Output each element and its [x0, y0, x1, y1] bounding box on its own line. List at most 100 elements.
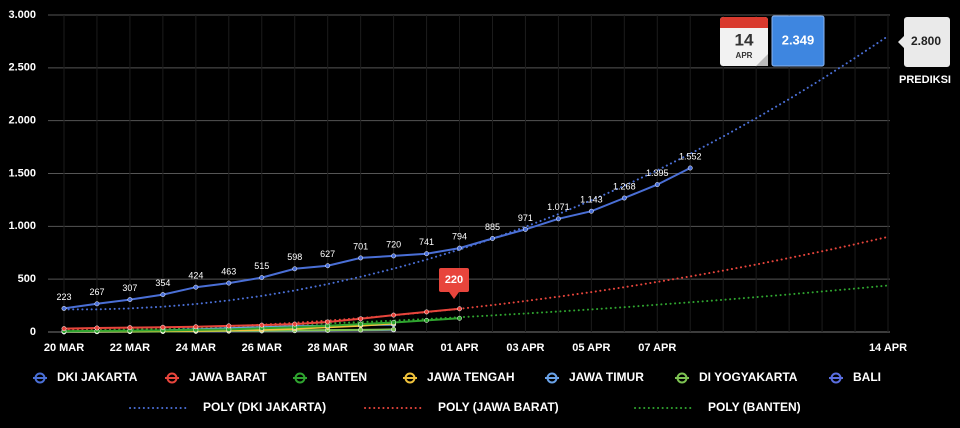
data-point: [259, 275, 265, 281]
data-label: 307: [122, 283, 137, 293]
data-point: [391, 326, 397, 332]
data-point: [193, 324, 199, 330]
data-point: [588, 208, 594, 214]
data-label: 701: [353, 241, 368, 251]
prediction-label: PREDIKSI: [899, 74, 951, 86]
calendar-day: 14: [735, 30, 754, 49]
data-label: 971: [518, 213, 533, 223]
legend-label: DI YOGYAKARTA: [699, 370, 798, 384]
legend-label: JAWA BARAT: [189, 370, 268, 384]
x-tick-label: 30 MAR: [373, 342, 413, 354]
calendar-fold: [756, 54, 768, 66]
data-point: [193, 284, 199, 290]
prediction-value: 2.800: [911, 34, 941, 48]
data-point: [391, 320, 397, 325]
callout-prediction: 2.800 PREDIKSI: [898, 17, 951, 86]
data-point: [621, 195, 627, 201]
grid: 0 500 1.000 1.500 2.000 2.500 3.000 20 MAR 22 MA…: [8, 9, 907, 354]
x-tick-label: 20 MAR: [44, 342, 84, 354]
data-point: [391, 253, 397, 259]
x-tick-label: 01 APR: [440, 342, 478, 354]
data-point: [259, 322, 265, 328]
legend-marker: [404, 372, 416, 384]
data-label: 424: [188, 271, 203, 281]
legend-marker: [294, 372, 306, 384]
plot-area: 223 267 307 354 424 463 515 598 627 701 720 741 794 8…: [56, 35, 889, 335]
calendar-icon: 14 APR: [720, 17, 768, 66]
data-point: [292, 266, 298, 272]
y-tick-label: 0: [30, 326, 36, 338]
data-label: 1.143: [580, 195, 603, 205]
legend-marker: [546, 372, 558, 384]
y-tick-label: 500: [18, 273, 36, 285]
calendar-month: APR: [736, 51, 753, 60]
data-label: 627: [320, 249, 335, 259]
callout-pointer: [449, 292, 459, 299]
data-label: 885: [485, 222, 500, 232]
data-point: [292, 321, 298, 327]
data-point: [127, 297, 133, 303]
data-label: 223: [56, 292, 71, 302]
data-point: [358, 255, 364, 261]
current-value: 2.349: [782, 32, 815, 47]
data-point: [358, 321, 364, 327]
x-tick-label: 07 APR: [638, 342, 676, 354]
prediction-box: [898, 17, 950, 67]
data-label: 354: [155, 278, 170, 288]
legend-label: DKI JAKARTA: [57, 370, 138, 384]
y-tick-label: 3.000: [8, 9, 36, 21]
data-point: [325, 263, 331, 269]
data-point: [94, 301, 100, 307]
callout-box: [439, 268, 469, 292]
x-tick-label: 03 APR: [506, 342, 544, 354]
data-point: [391, 312, 397, 318]
current-box: [771, 15, 825, 67]
trend-line: [63, 284, 889, 332]
data-point: [555, 216, 561, 222]
y-tick-label: 2.000: [8, 115, 36, 127]
data-point: [457, 315, 462, 321]
calendar-top: [720, 17, 768, 28]
callout-current: 2.349: [771, 15, 825, 67]
data-label: 598: [287, 252, 302, 262]
data-point: [226, 323, 232, 329]
legend-marker: [676, 372, 688, 384]
data-point: [127, 325, 133, 331]
data-point: [457, 245, 462, 251]
data-label: 463: [221, 266, 236, 276]
callout-label: 220: [445, 274, 463, 286]
legend-marker: [166, 372, 178, 384]
data-label: 515: [254, 261, 269, 271]
legend-label: POLY (JAWA BARAT): [438, 400, 559, 414]
data-point: [358, 316, 364, 322]
y-tick-label: 1.000: [8, 220, 36, 232]
data-label: 267: [89, 287, 104, 297]
data-label: 1.552: [679, 151, 702, 161]
data-point: [424, 309, 430, 315]
data-point: [358, 327, 364, 333]
legend-label: POLY (DKI JAKARTA): [203, 400, 326, 414]
data-point: [94, 325, 100, 331]
data-point: [160, 292, 166, 298]
data-point: [61, 326, 67, 332]
x-tick-label: 22 MAR: [110, 342, 150, 354]
data-point: [61, 305, 67, 311]
data-point: [457, 306, 462, 312]
series-line: [63, 167, 692, 310]
legend-label: JAWA TIMUR: [569, 370, 644, 384]
calendar-body: [720, 17, 768, 66]
data-point: [424, 251, 430, 257]
data-label: 741: [419, 237, 434, 247]
x-tick-label: 05 APR: [572, 342, 610, 354]
legend: DKI JAKARTA JAWA BARAT BANTEN JAWA TENGAH JA…: [33, 370, 881, 414]
callout-jawa-barat: 220: [439, 268, 469, 299]
legend-marker: [34, 372, 46, 384]
data-point: [687, 165, 693, 171]
data-label: 794: [452, 231, 467, 241]
legend-label: BALI: [853, 370, 881, 384]
x-tick-label: 24 MAR: [176, 342, 216, 354]
x-tick-label: 14 APR: [869, 342, 907, 354]
x-tick-label: 26 MAR: [242, 342, 282, 354]
data-label: 1.268: [613, 181, 636, 191]
